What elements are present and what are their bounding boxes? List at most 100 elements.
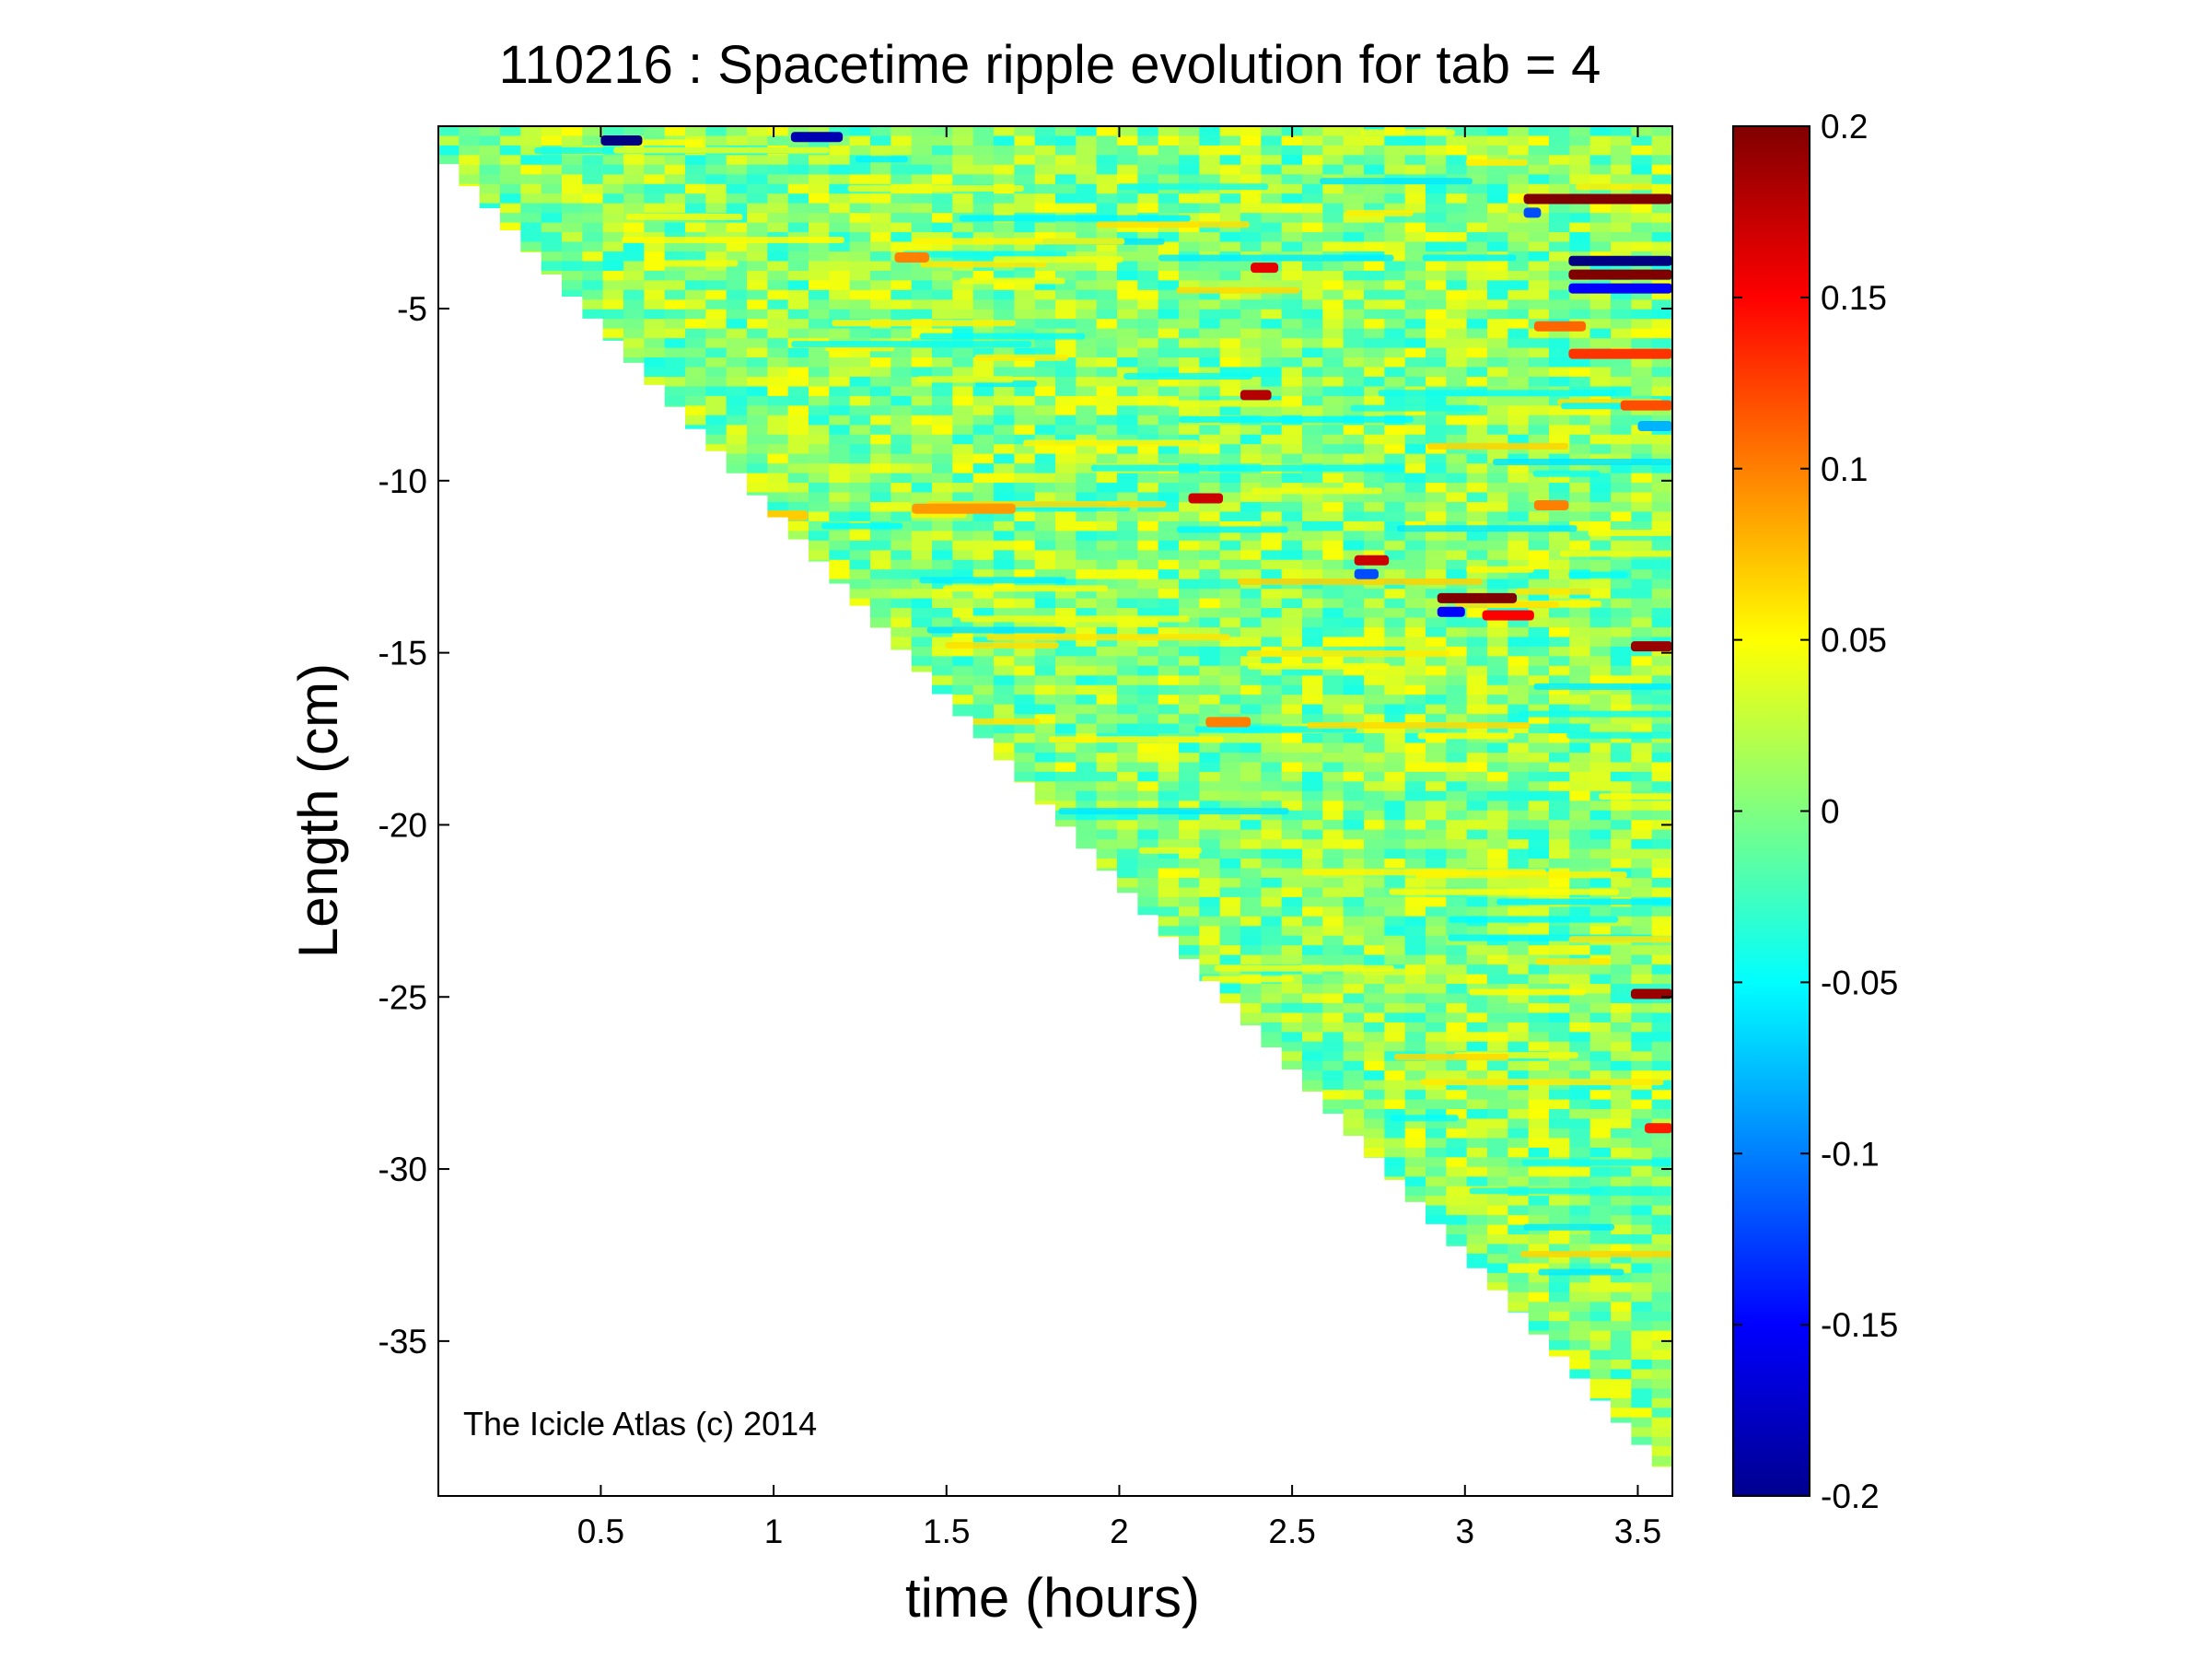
heatmap-cell	[1589, 367, 1612, 378]
heatmap-cell	[1179, 319, 1200, 330]
heatmap-cell	[1426, 540, 1447, 551]
heatmap-cell	[1466, 145, 1488, 156]
heatmap-cell	[911, 232, 933, 243]
heatmap-cell	[1651, 954, 1672, 965]
heatmap-cell	[1528, 1147, 1550, 1158]
heatmap-cell	[1096, 289, 1118, 300]
heatmap-cell	[1651, 415, 1672, 426]
heatmap-cell	[787, 261, 809, 272]
heatmap-cell	[932, 386, 953, 397]
heatmap-cell	[1364, 723, 1385, 734]
heatmap-cell	[1096, 425, 1118, 436]
heatmap-cell	[1014, 434, 1036, 445]
heatmap-cell	[1487, 626, 1508, 638]
heatmap-cell	[994, 704, 1015, 715]
heatmap-cell	[1117, 511, 1138, 522]
heatmap-cell	[1322, 637, 1345, 648]
heatmap-cell	[1261, 357, 1283, 368]
heatmap-cell	[1651, 771, 1672, 782]
heatmap-cell	[1651, 1196, 1672, 1207]
heatmap-cell	[1589, 241, 1612, 252]
heatmap-cell	[1034, 752, 1056, 764]
heatmap-cell	[1651, 1127, 1672, 1139]
heatmap-cell	[685, 174, 706, 185]
heatmap-cell	[1343, 935, 1365, 946]
heatmap-cell	[1219, 790, 1241, 801]
heatmap-cell	[829, 425, 851, 436]
heatmap-cell	[1343, 617, 1365, 628]
heatmap-cell	[747, 241, 768, 252]
heatmap-cell	[809, 347, 830, 358]
heatmap-cell	[1426, 289, 1447, 300]
heatmap-cell	[1096, 589, 1118, 600]
heatmap-cell	[602, 155, 624, 166]
x-tick-label: 2	[1110, 1513, 1129, 1550]
heatmap-cell	[1631, 598, 1653, 609]
heatmap-cell	[994, 444, 1015, 455]
heatmap-cell	[809, 444, 830, 455]
heatmap-cell	[1219, 926, 1241, 937]
heatmap-cell	[870, 483, 891, 494]
heatmap-cell	[1219, 810, 1241, 821]
heatmap-cell	[1158, 473, 1180, 484]
heatmap-cell	[1322, 887, 1345, 898]
heatmap-cell	[1404, 395, 1426, 406]
heatmap-cell	[1508, 1147, 1530, 1158]
heatmap-cell	[1364, 810, 1385, 821]
heatmap-cell	[994, 531, 1015, 542]
heatmap-cell	[972, 444, 995, 455]
heatmap-cell	[1466, 637, 1488, 648]
heatmap-cell	[829, 164, 851, 175]
heatmap-cell	[1014, 511, 1036, 522]
heatmap-cell	[1549, 1330, 1570, 1341]
heatmap-cell	[1076, 299, 1098, 310]
heatmap-cell	[1014, 280, 1036, 291]
heatmap-cell	[911, 665, 933, 676]
heatmap-cell	[1322, 338, 1345, 349]
heatmap-cell	[1281, 289, 1303, 300]
heatmap-cell	[1364, 155, 1385, 166]
x-tick-label: 3	[1456, 1513, 1475, 1550]
heatmap-cell	[1322, 848, 1345, 859]
heatmap-cell	[747, 328, 768, 339]
heatmap-cell	[994, 492, 1015, 503]
heatmap-cell	[1404, 1090, 1426, 1101]
heatmap-cell	[1302, 501, 1323, 513]
heatmap-cell	[1240, 193, 1262, 204]
heatmap-cell	[1589, 444, 1612, 455]
heatmap-cell	[911, 367, 933, 378]
heatmap-cell	[787, 126, 809, 137]
heatmap-cell	[849, 550, 871, 561]
heatmap-cell	[1426, 771, 1447, 782]
heatmap-cell	[1569, 299, 1591, 310]
heatmap-cell	[994, 752, 1015, 764]
heatmap-cell	[829, 453, 851, 464]
heatmap-cell	[1302, 511, 1323, 522]
heatmap-cell	[1528, 695, 1550, 706]
heatmap-cell	[1569, 1127, 1591, 1139]
heatmap-cell	[911, 463, 933, 474]
heatmap-cell	[1117, 598, 1138, 609]
heatmap-cell	[1446, 1196, 1468, 1207]
heatmap-cell	[602, 213, 624, 224]
heatmap-cell	[1364, 704, 1385, 715]
heatmap-cell	[1651, 1186, 1672, 1197]
heatmap-cell	[1589, 1051, 1612, 1062]
heatmap-cell	[1466, 1253, 1488, 1265]
heatmap-cell	[1384, 550, 1406, 561]
heatmap-cell	[562, 270, 583, 281]
heatmap-cell	[1034, 289, 1056, 300]
heatmap-cell	[1631, 1118, 1653, 1129]
heatmap-cell	[705, 203, 728, 214]
heatmap-cell	[1158, 752, 1180, 764]
heatmap-feature	[1240, 390, 1272, 401]
heatmap-cell	[1179, 790, 1200, 801]
heatmap-cell	[1631, 800, 1653, 812]
heatmap-cell	[1179, 261, 1200, 272]
heatmap-cell	[829, 501, 851, 513]
heatmap-cell	[1651, 848, 1672, 859]
heatmap-cell	[1076, 444, 1098, 455]
heatmap-cell	[1117, 723, 1138, 734]
heatmap-cell	[1158, 328, 1180, 339]
heatmap-cell	[1384, 695, 1406, 706]
